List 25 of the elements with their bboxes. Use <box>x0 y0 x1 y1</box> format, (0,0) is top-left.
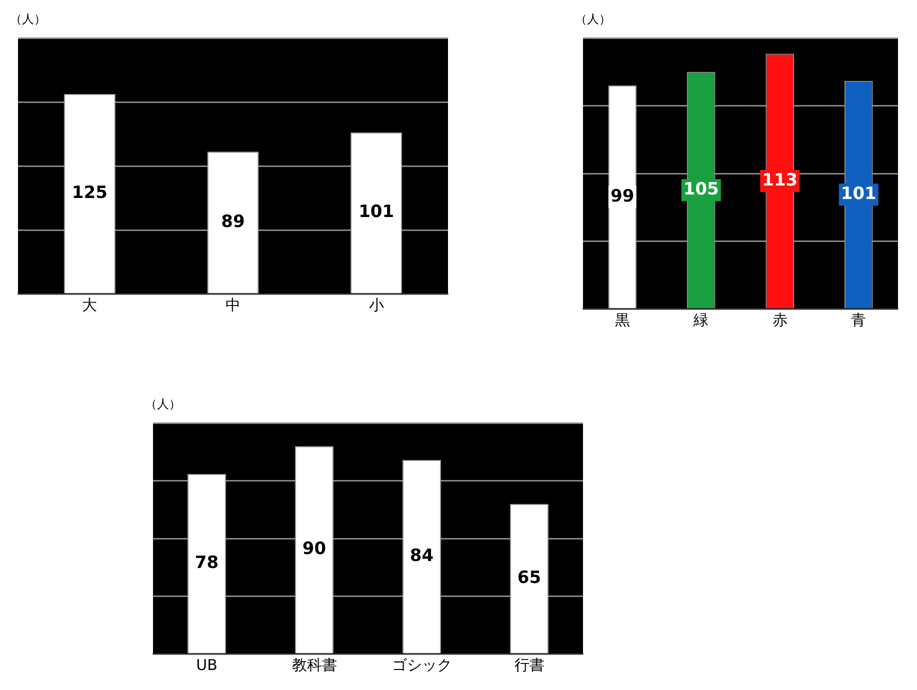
x-tick-label: 教科書 <box>292 656 337 674</box>
x-tick-label: 赤 <box>772 310 788 329</box>
data-label: 105 <box>683 179 719 200</box>
data-label: 89 <box>221 212 245 232</box>
y-axis-title: （人） <box>10 12 46 26</box>
data-label: 113 <box>762 170 798 190</box>
data-label: 101 <box>358 202 394 222</box>
x-tick-label: UB <box>196 656 218 674</box>
data-label: 65 <box>517 568 542 588</box>
data-label: 101 <box>840 184 876 204</box>
x-tick-label: 小 <box>368 296 384 314</box>
x-tick-label: 緑 <box>692 310 709 329</box>
x-tick-label: 行書 <box>514 656 544 674</box>
data-label: 90 <box>302 539 326 560</box>
y-axis-title: （人） <box>145 397 181 412</box>
x-tick-label: 中 <box>226 296 240 314</box>
data-label: 78 <box>194 552 219 573</box>
x-tick-label: ゴシック <box>392 656 452 674</box>
data-label: 84 <box>410 546 434 566</box>
y-axis-title: （人） <box>575 12 611 26</box>
x-tick-label: 黒 <box>614 310 630 329</box>
x-tick-label: 青 <box>851 310 866 329</box>
data-label: 125 <box>72 183 108 204</box>
data-label: 99 <box>610 186 634 206</box>
x-tick-label: 大 <box>82 296 98 314</box>
